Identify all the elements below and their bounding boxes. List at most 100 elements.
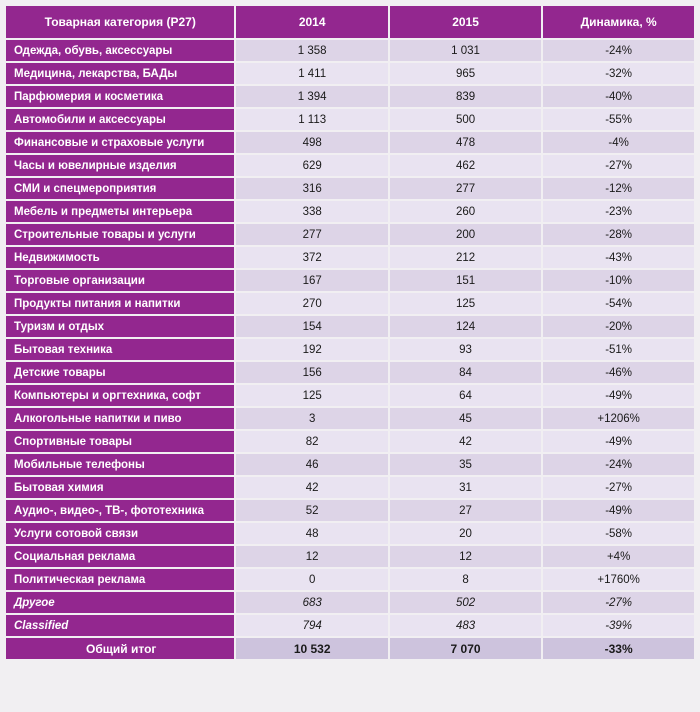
table-row: Аудио-, видео-, ТВ-, фототехника 52 27 -49% bbox=[6, 500, 694, 521]
value-cell-2015: 35 bbox=[389, 454, 542, 475]
table-body: Одежда, обувь, аксессуары 1 358 1 031 -24% М… bbox=[6, 40, 694, 636]
value-cell-2014: 277 bbox=[236, 224, 388, 245]
category-cell: Часы и ювелирные изделия bbox=[6, 155, 235, 176]
table-row: Мобильные телефоны 46 35 -24% bbox=[6, 454, 694, 475]
dynamics-cell: -32% bbox=[543, 63, 694, 84]
dynamics-cell: -49% bbox=[543, 500, 694, 521]
value-cell-2015: 277 bbox=[389, 178, 542, 199]
category-cell: Медицина, лекарства, БАДы bbox=[6, 63, 235, 84]
value-cell-2015: 260 bbox=[389, 201, 542, 222]
dynamics-cell: -55% bbox=[543, 109, 694, 130]
table-row: Другое 683 502 -27% bbox=[6, 592, 694, 613]
value-cell-2014: 629 bbox=[236, 155, 388, 176]
value-cell-2015: 478 bbox=[389, 132, 542, 153]
value-cell-2015: 125 bbox=[389, 293, 542, 314]
category-cell: Парфюмерия и косметика bbox=[6, 86, 235, 107]
table-row: Финансовые и страховые услуги 498 478 -4% bbox=[6, 132, 694, 153]
table-row: Мебель и предметы интерьера 338 260 -23% bbox=[6, 201, 694, 222]
table-row: Парфюмерия и косметика 1 394 839 -40% bbox=[6, 86, 694, 107]
dynamics-cell: +1760% bbox=[543, 569, 694, 590]
value-cell-2015: 500 bbox=[389, 109, 542, 130]
table-row: Бытовая химия 42 31 -27% bbox=[6, 477, 694, 498]
value-cell-2014: 1 394 bbox=[236, 86, 388, 107]
dynamics-cell: -24% bbox=[543, 454, 694, 475]
value-cell-2015: 64 bbox=[389, 385, 542, 406]
value-cell-2015: 42 bbox=[389, 431, 542, 452]
value-cell-2014: 794 bbox=[236, 615, 388, 636]
total-value-2015: 7 070 bbox=[389, 638, 542, 659]
table-row: Продукты питания и напитки 270 125 -54% bbox=[6, 293, 694, 314]
value-cell-2014: 3 bbox=[236, 408, 388, 429]
value-cell-2014: 192 bbox=[236, 339, 388, 360]
category-cell: Мобильные телефоны bbox=[6, 454, 235, 475]
value-cell-2015: 483 bbox=[389, 615, 542, 636]
category-cell: Компьютеры и оргтехника, софт bbox=[6, 385, 235, 406]
value-cell-2014: 1 411 bbox=[236, 63, 388, 84]
header-dynamics: Динамика, % bbox=[543, 6, 694, 38]
value-cell-2015: 124 bbox=[389, 316, 542, 337]
value-cell-2014: 42 bbox=[236, 477, 388, 498]
value-cell-2014: 338 bbox=[236, 201, 388, 222]
table-row: Часы и ювелирные изделия 629 462 -27% bbox=[6, 155, 694, 176]
header-category: Товарная категория (Р27) bbox=[6, 6, 235, 38]
category-cell: Социальная реклама bbox=[6, 546, 235, 567]
value-cell-2014: 125 bbox=[236, 385, 388, 406]
value-cell-2015: 839 bbox=[389, 86, 542, 107]
dynamics-cell: -43% bbox=[543, 247, 694, 268]
dynamics-cell: -51% bbox=[543, 339, 694, 360]
value-cell-2015: 84 bbox=[389, 362, 542, 383]
table-row: Услуги сотовой связи 48 20 -58% bbox=[6, 523, 694, 544]
dynamics-cell: -24% bbox=[543, 40, 694, 61]
value-cell-2014: 270 bbox=[236, 293, 388, 314]
value-cell-2014: 46 bbox=[236, 454, 388, 475]
category-cell: Финансовые и страховые услуги bbox=[6, 132, 235, 153]
value-cell-2014: 0 bbox=[236, 569, 388, 590]
table-row: Туризм и отдых 154 124 -20% bbox=[6, 316, 694, 337]
category-cell: Одежда, обувь, аксессуары bbox=[6, 40, 235, 61]
category-cell: Другое bbox=[6, 592, 235, 613]
value-cell-2014: 48 bbox=[236, 523, 388, 544]
table-row: Политическая реклама 0 8 +1760% bbox=[6, 569, 694, 590]
value-cell-2014: 683 bbox=[236, 592, 388, 613]
table-row: Автомобили и аксессуары 1 113 500 -55% bbox=[6, 109, 694, 130]
value-cell-2015: 462 bbox=[389, 155, 542, 176]
dynamics-cell: -10% bbox=[543, 270, 694, 291]
category-cell: Строительные товары и услуги bbox=[6, 224, 235, 245]
value-cell-2015: 151 bbox=[389, 270, 542, 291]
value-cell-2015: 27 bbox=[389, 500, 542, 521]
dynamics-cell: -54% bbox=[543, 293, 694, 314]
total-row: Общий итог 10 532 7 070 -33% bbox=[6, 638, 694, 659]
header-2015: 2015 bbox=[389, 6, 542, 38]
category-cell: Мебель и предметы интерьера bbox=[6, 201, 235, 222]
category-cell: Автомобили и аксессуары bbox=[6, 109, 235, 130]
dynamics-cell: -46% bbox=[543, 362, 694, 383]
table-row: Одежда, обувь, аксессуары 1 358 1 031 -24% bbox=[6, 40, 694, 61]
table-row: Торговые организации 167 151 -10% bbox=[6, 270, 694, 291]
total-dynamics: -33% bbox=[543, 638, 694, 659]
value-cell-2014: 316 bbox=[236, 178, 388, 199]
header-2014: 2014 bbox=[236, 6, 388, 38]
category-cell: Политическая реклама bbox=[6, 569, 235, 590]
table-row: Classified 794 483 -39% bbox=[6, 615, 694, 636]
category-cell: Услуги сотовой связи bbox=[6, 523, 235, 544]
total-value-2014: 10 532 bbox=[236, 638, 388, 659]
dynamics-cell: -27% bbox=[543, 155, 694, 176]
category-cell: СМИ и спецмероприятия bbox=[6, 178, 235, 199]
category-cell: Аудио-, видео-, ТВ-, фототехника bbox=[6, 500, 235, 521]
value-cell-2015: 20 bbox=[389, 523, 542, 544]
category-cell: Торговые организации bbox=[6, 270, 235, 291]
value-cell-2015: 965 bbox=[389, 63, 542, 84]
dynamics-cell: -27% bbox=[543, 592, 694, 613]
category-cell: Детские товары bbox=[6, 362, 235, 383]
value-cell-2015: 8 bbox=[389, 569, 542, 590]
dynamics-cell: -27% bbox=[543, 477, 694, 498]
value-cell-2014: 52 bbox=[236, 500, 388, 521]
value-cell-2015: 45 bbox=[389, 408, 542, 429]
value-cell-2014: 82 bbox=[236, 431, 388, 452]
table-row: СМИ и спецмероприятия 316 277 -12% bbox=[6, 178, 694, 199]
table-row: Медицина, лекарства, БАДы 1 411 965 -32% bbox=[6, 63, 694, 84]
dynamics-cell: -39% bbox=[543, 615, 694, 636]
value-cell-2014: 156 bbox=[236, 362, 388, 383]
dynamics-cell: -23% bbox=[543, 201, 694, 222]
value-cell-2014: 1 358 bbox=[236, 40, 388, 61]
